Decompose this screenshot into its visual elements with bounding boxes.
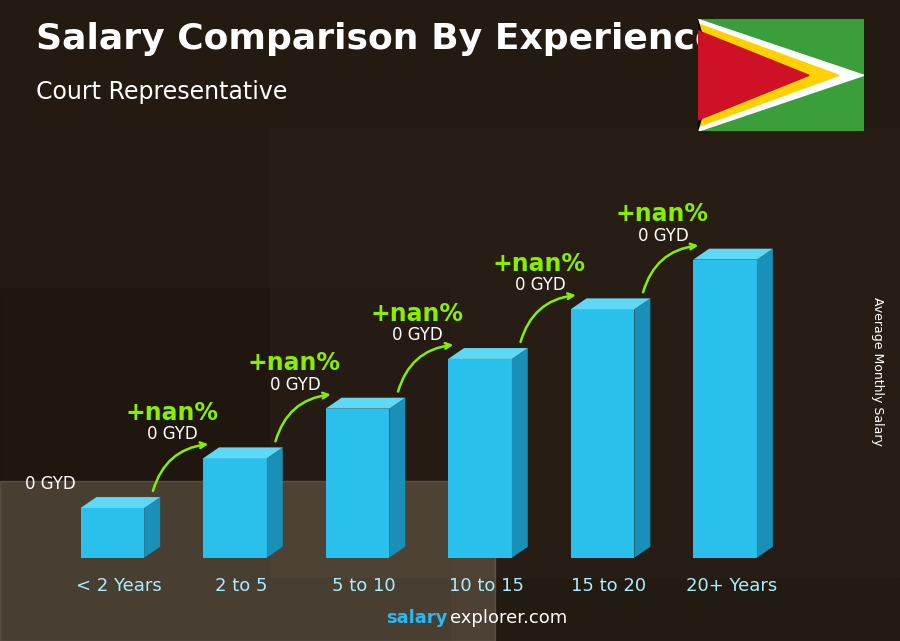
Polygon shape (448, 348, 527, 359)
Text: +nan%: +nan% (248, 351, 341, 376)
Polygon shape (571, 298, 651, 309)
Text: +nan%: +nan% (125, 401, 219, 425)
Polygon shape (757, 249, 773, 558)
Text: 0 GYD: 0 GYD (270, 376, 320, 394)
Text: < 2 Years: < 2 Years (76, 576, 162, 595)
Text: 0 GYD: 0 GYD (392, 326, 443, 344)
Polygon shape (390, 397, 405, 558)
Bar (448, 359, 512, 558)
Text: 2 to 5: 2 to 5 (215, 576, 267, 595)
Text: +nan%: +nan% (493, 252, 586, 276)
Polygon shape (693, 249, 773, 260)
Polygon shape (326, 397, 405, 409)
Bar (571, 309, 634, 558)
Bar (326, 409, 390, 558)
Text: 0 GYD: 0 GYD (148, 426, 198, 444)
Polygon shape (144, 497, 160, 558)
Text: Salary Comparison By Experience: Salary Comparison By Experience (36, 22, 719, 56)
Polygon shape (698, 19, 864, 131)
Text: 20+ Years: 20+ Years (686, 576, 777, 595)
Polygon shape (698, 19, 715, 131)
Polygon shape (634, 298, 651, 558)
Bar (693, 260, 757, 558)
Text: 10 to 15: 10 to 15 (449, 576, 524, 595)
Polygon shape (80, 497, 160, 508)
Text: 0 GYD: 0 GYD (637, 227, 688, 245)
Polygon shape (698, 30, 809, 121)
Bar (0, 481, 495, 641)
Text: Court Representative: Court Representative (36, 80, 287, 104)
Text: Average Monthly Salary: Average Monthly Salary (871, 297, 884, 446)
Text: 0 GYD: 0 GYD (515, 276, 566, 294)
Text: 5 to 10: 5 to 10 (332, 576, 396, 595)
Text: +nan%: +nan% (616, 203, 708, 226)
Bar (203, 458, 266, 558)
Bar (80, 508, 144, 558)
Polygon shape (512, 348, 527, 558)
Bar (0, 288, 450, 641)
Text: 15 to 20: 15 to 20 (572, 576, 646, 595)
Bar (270, 128, 900, 577)
Polygon shape (266, 447, 283, 558)
Polygon shape (203, 447, 283, 458)
Text: +nan%: +nan% (371, 302, 464, 326)
Polygon shape (698, 24, 839, 127)
Text: salary: salary (386, 609, 447, 627)
Text: 0 GYD: 0 GYD (25, 475, 76, 493)
Text: explorer.com: explorer.com (450, 609, 567, 627)
